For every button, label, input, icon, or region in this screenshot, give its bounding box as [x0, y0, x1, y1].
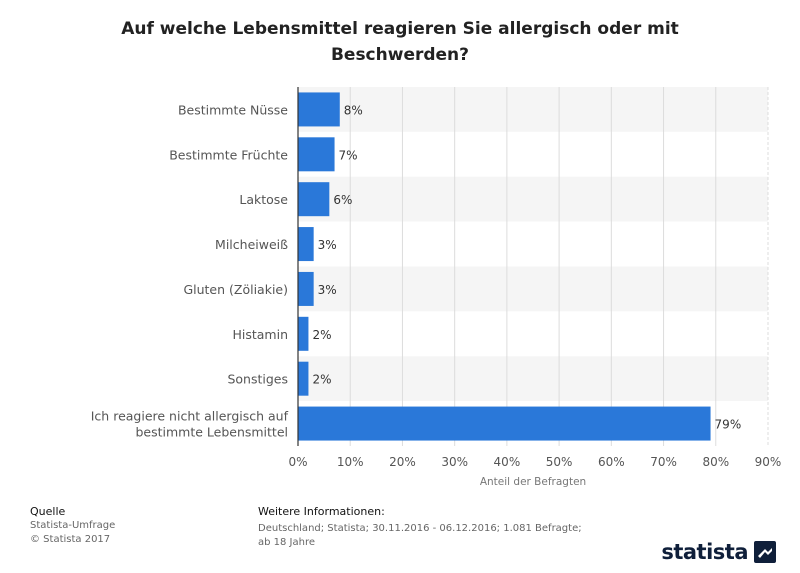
statista-logo[interactable]: statista [661, 540, 776, 564]
value-label: 79% [715, 418, 742, 432]
value-label: 7% [339, 148, 358, 162]
row-band [298, 131, 768, 177]
category-label: Sonstiges [227, 372, 288, 387]
chart-title: Auf welche Lebensmittel reagieren Sie al… [121, 19, 679, 65]
source-block: Quelle Statista-Umfrage © Statista 2017 [30, 505, 115, 547]
row-band [298, 266, 768, 312]
x-tick-label: 30% [441, 455, 468, 469]
row-band [298, 87, 768, 132]
source-line-2: © Statista 2017 [30, 534, 111, 545]
x-tick-label: 60% [598, 455, 625, 469]
bar [298, 137, 335, 172]
x-tick-label: 20% [389, 455, 416, 469]
category-label: Laktose [239, 192, 288, 207]
logo-text: statista [661, 540, 748, 564]
row-band [298, 221, 768, 267]
value-label: 2% [312, 373, 331, 387]
x-tick-label: 0% [288, 455, 307, 469]
value-label: 2% [312, 328, 331, 342]
category-label: Histamin [232, 327, 288, 342]
bar-chart: 8% Bestimmte Nüsse 7% Bestimmte Früchte 6% La… [91, 87, 782, 488]
info-line-1: Deutschland; Statista; 30.11.2016 - 06.1… [258, 523, 582, 534]
value-label: 3% [318, 238, 337, 252]
x-tick-label: 40% [494, 455, 521, 469]
x-tick-label: 50% [546, 455, 573, 469]
x-tick-label: 10% [337, 455, 364, 469]
bar [298, 92, 340, 127]
x-tick-label: 80% [702, 455, 729, 469]
bar [298, 316, 309, 351]
category-label: Milcheiweiß [215, 237, 288, 252]
statista-flag-icon [754, 541, 776, 563]
x-tick-label: 90% [755, 455, 782, 469]
bar [298, 406, 711, 441]
row-band [298, 176, 768, 222]
info-heading: Weitere Informationen: [258, 505, 385, 518]
bar [298, 271, 314, 306]
row-band [298, 356, 768, 402]
value-label: 6% [333, 193, 352, 207]
source-heading: Quelle [30, 505, 66, 518]
x-tick-label: 70% [650, 455, 677, 469]
value-label: 8% [344, 103, 363, 117]
bar [298, 182, 330, 217]
info-line-2: ab 18 Jahre [258, 537, 316, 548]
category-label: Gluten (Zöliakie) [183, 282, 288, 297]
row-band [298, 311, 768, 357]
source-line-1: Statista-Umfrage [30, 520, 116, 531]
category-label: Bestimmte Nüsse [178, 102, 288, 117]
x-axis-title: Anteil der Befragten [480, 476, 586, 488]
bar [298, 227, 314, 262]
info-block: Weitere Informationen: Deutschland; Stat… [258, 505, 588, 550]
value-label: 3% [318, 283, 337, 297]
category-label: Bestimmte Früchte [169, 147, 288, 162]
category-label: Ich reagiere nicht allergisch auf bestimm… [91, 409, 289, 440]
bar [298, 361, 309, 396]
